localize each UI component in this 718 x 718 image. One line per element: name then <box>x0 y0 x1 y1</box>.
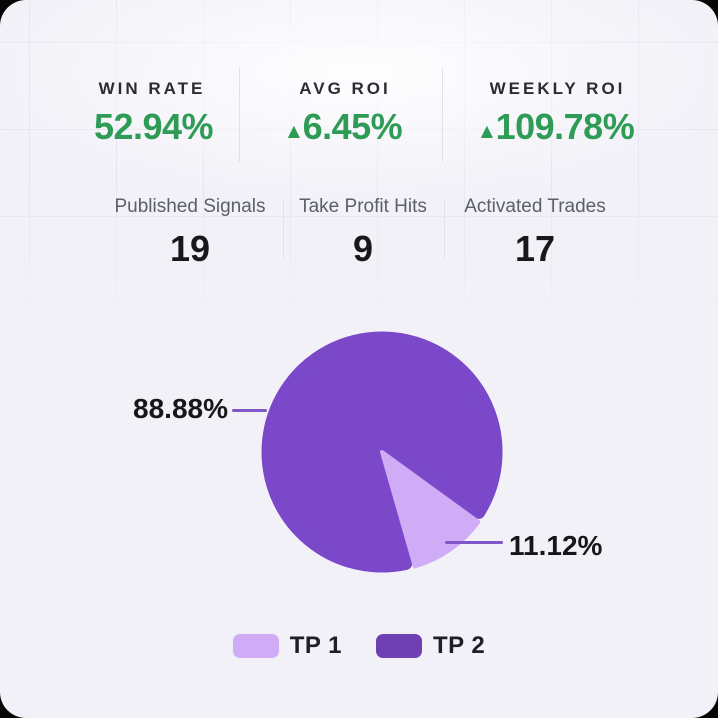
pie-percentage-tp2: 88.88% <box>133 393 228 424</box>
count-published-signals: Published Signals 19 <box>90 196 290 270</box>
pie-percentage-tp1: 11.12% <box>509 530 603 561</box>
up-triangle-icon: ▲ <box>287 121 300 140</box>
legend-item-tp1[interactable]: TP 1 <box>232 632 342 660</box>
stat-label: WEEKLY ROI <box>489 79 626 98</box>
legend-swatch-tp1 <box>232 634 279 658</box>
stat-value-text: 52.94% <box>93 106 214 147</box>
count-take-profit-hits: Take Profit Hits 9 <box>263 196 463 270</box>
background-grid <box>0 0 718 330</box>
stat-win-rate: WIN RATE 52.94% <box>57 79 247 148</box>
stat-label: WIN RATE <box>98 79 206 98</box>
stat-label: AVG ROI <box>299 79 391 98</box>
chart-legend: TP 1 TP 2 <box>0 632 718 660</box>
count-label: Activated Trades <box>464 196 606 217</box>
take-profit-pie-chart <box>261 331 503 573</box>
stat-value-text: 109.78% <box>495 106 635 147</box>
count-value: 17 <box>514 228 556 269</box>
stat-value-text: 6.45% <box>302 106 403 147</box>
legend-label: TP 2 <box>433 632 486 659</box>
legend-swatch-tp2 <box>376 634 422 658</box>
up-triangle-icon: ▲ <box>480 121 493 140</box>
stats-divider <box>239 68 240 162</box>
stat-value: 52.94% <box>57 106 247 148</box>
count-activated-trades: Activated Trades 17 <box>435 196 635 270</box>
legend-label: TP 1 <box>289 632 342 659</box>
leader-line-tp2 <box>232 409 267 412</box>
count-label: Take Profit Hits <box>299 196 427 217</box>
count-value: 9 <box>352 228 374 269</box>
leader-line-tp1 <box>445 541 503 544</box>
count-label: Published Signals <box>114 196 266 217</box>
stat-value: ▲109.78% <box>455 106 660 148</box>
stat-avg-roi: AVG ROI ▲6.45% <box>250 79 440 148</box>
stat-value: ▲6.45% <box>250 106 440 148</box>
legend-item-tp2[interactable]: TP 2 <box>376 632 485 660</box>
stats-divider <box>442 68 443 162</box>
pie-slice-tp1[interactable] <box>380 450 481 569</box>
count-value: 19 <box>169 228 211 269</box>
stat-weekly-roi: WEEKLY ROI ▲109.78% <box>455 79 660 148</box>
counts-divider <box>283 200 284 258</box>
counts-divider <box>444 200 445 258</box>
